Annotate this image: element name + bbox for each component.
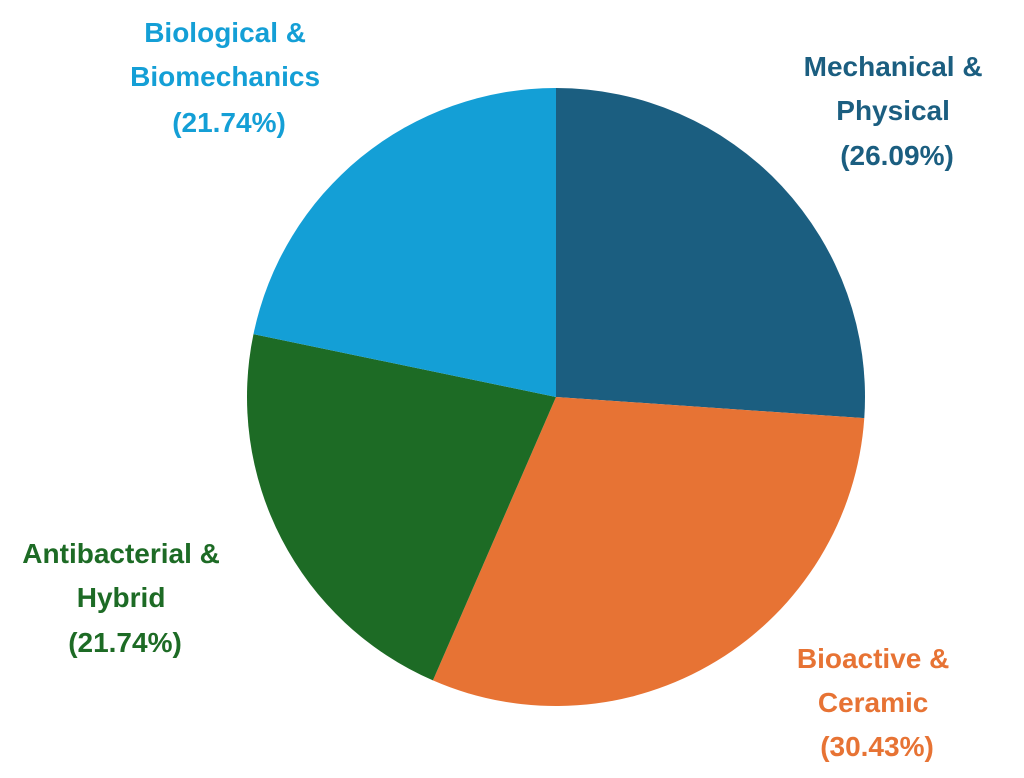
pie-slices xyxy=(247,88,866,706)
slice-label-antibacterial-percent: (21.74%) xyxy=(68,627,182,658)
slice-label-mechanical-percent: (26.09%) xyxy=(840,140,954,171)
pie-slice-antibacterial-hybrid xyxy=(247,334,556,681)
slice-label-antibacterial-line-1: Antibacterial & xyxy=(22,538,220,569)
slice-label-bioactive-ceramic: Bioactive & Ceramic (30.43%) xyxy=(797,643,957,762)
slice-label-biological-line-2: Biomechanics xyxy=(130,61,320,92)
slice-label-mechanical-line-2: Physical xyxy=(836,95,950,126)
slice-label-bioactive-percent: (30.43%) xyxy=(820,731,934,762)
slice-label-biological-biomechanics: Biological & Biomechanics (21.74%) xyxy=(130,17,328,138)
slice-label-antibacterial-line-2: Hybrid xyxy=(77,582,166,613)
slice-label-biological-line-1: Biological & xyxy=(144,17,306,48)
slice-label-antibacterial-hybrid: Antibacterial & Hybrid (21.74%) xyxy=(22,538,227,658)
slice-label-mechanical-line-1: Mechanical & xyxy=(804,51,983,82)
slice-label-mechanical-physical: Mechanical & Physical (26.09%) xyxy=(804,51,991,171)
slice-label-bioactive-line-1: Bioactive & xyxy=(797,643,950,674)
slice-label-bioactive-line-2: Ceramic xyxy=(818,687,929,718)
pie-slice-mechanical-physical xyxy=(556,88,866,419)
pie-slice-biological-biomechanics xyxy=(253,88,556,397)
pie-slice-bioactive-ceramic xyxy=(432,397,865,706)
slice-label-biological-percent: (21.74%) xyxy=(172,107,286,138)
